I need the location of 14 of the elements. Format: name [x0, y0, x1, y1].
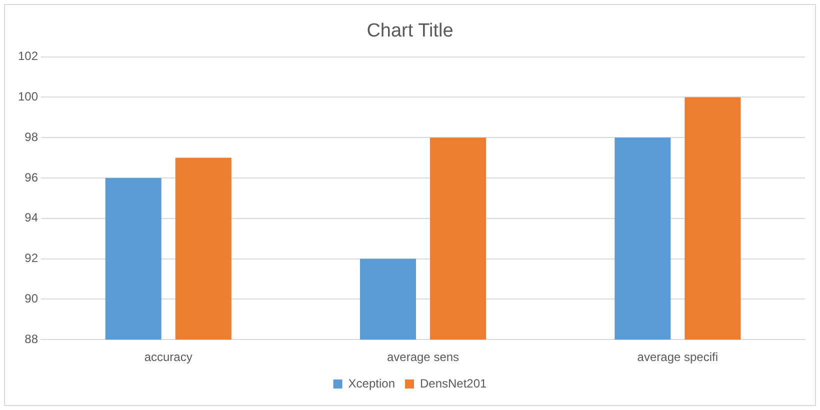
y-tick-label: 102 [18, 49, 38, 64]
legend-label: Xception [348, 376, 395, 390]
x-tick-label: average specifi [637, 350, 718, 364]
y-tick-label: 100 [18, 90, 38, 104]
chart-title: Chart Title [366, 20, 454, 42]
y-tick-label: 90 [24, 292, 38, 306]
y-tick-label: 96 [24, 170, 38, 184]
x-tick-label: accuracy [144, 350, 192, 364]
y-tick-label: 88 [24, 332, 38, 346]
x-tick-label: average sens [386, 350, 460, 364]
legend-label: DensNet201 [420, 376, 488, 390]
y-tick-label: 98 [24, 130, 38, 144]
y-tick-label: 92 [24, 251, 38, 266]
y-tick-label: 94 [24, 210, 38, 225]
